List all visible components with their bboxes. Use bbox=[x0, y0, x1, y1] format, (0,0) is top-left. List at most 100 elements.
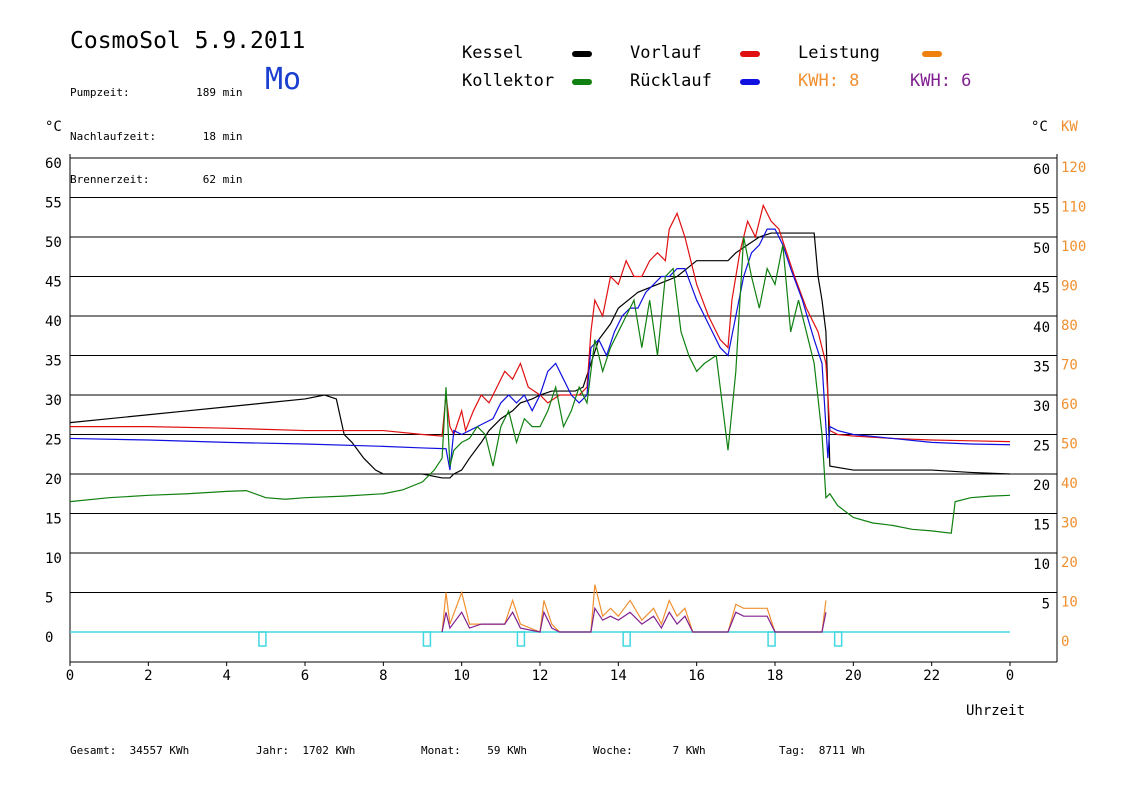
footer-gesamt: Gesamt: 34557 KWh bbox=[70, 744, 189, 757]
stat-nachlaufzeit: Nachlaufzeit: 18 min bbox=[70, 130, 243, 145]
y-tick-label-power: 60 bbox=[1061, 397, 1078, 413]
footer-gesamt-label: Gesamt: bbox=[70, 744, 117, 757]
legend-kollektor-label: Kollektor bbox=[462, 71, 555, 91]
footer-woche-label: Woche: bbox=[593, 744, 633, 757]
y-tick-label-left: 25 bbox=[45, 433, 62, 449]
footer-woche: Woche: 7 KWh bbox=[593, 744, 706, 757]
pump-marker bbox=[422, 631, 432, 647]
y-tick-label-right: 10 bbox=[1033, 557, 1050, 573]
legend-leistung-label: Leistung bbox=[798, 43, 880, 63]
x-tick-label: 0 bbox=[66, 668, 74, 684]
y-tick-label-left: 0 bbox=[45, 630, 53, 646]
legend-kollektor-swatch bbox=[572, 79, 592, 85]
legend-vorlauf-swatch bbox=[740, 51, 760, 57]
stat-label: Brennerzeit: bbox=[70, 173, 150, 186]
stat-label: Pumpzeit: bbox=[70, 86, 130, 99]
legend-kessel-label: Kessel bbox=[462, 43, 524, 63]
y-tick-label-left: 35 bbox=[45, 354, 62, 370]
y-tick-label-power: 90 bbox=[1061, 279, 1078, 295]
y-tick-label-power: 10 bbox=[1061, 595, 1078, 611]
x-tick-label: 16 bbox=[688, 668, 705, 684]
y-tick-label-right: 45 bbox=[1033, 281, 1050, 297]
legend-ruecklauf-swatch bbox=[740, 79, 760, 85]
legend-vorlauf-label: Vorlauf bbox=[630, 43, 702, 63]
y-tick-label-right: 60 bbox=[1033, 162, 1050, 178]
footer-jahr: Jahr: 1702 KWh bbox=[256, 744, 355, 757]
pump-marker bbox=[767, 631, 776, 647]
y-tick-label-right: 35 bbox=[1033, 360, 1050, 376]
stat-value: 189 bbox=[196, 86, 216, 99]
footer-tag-value: 8711 Wh bbox=[818, 744, 866, 757]
x-tick-label: 2 bbox=[144, 668, 152, 684]
footer-woche-value: 7 KWh bbox=[672, 744, 706, 757]
stat-brennerzeit: Brennerzeit: 62 min bbox=[70, 173, 243, 188]
footer-jahr-label: Jahr: bbox=[256, 744, 290, 757]
y-tick-label-power: 100 bbox=[1061, 239, 1086, 255]
power-series-line bbox=[441, 584, 827, 633]
stat-value: 18 bbox=[202, 129, 216, 143]
stat-label: Nachlaufzeit: bbox=[70, 129, 157, 143]
y-tick-label-left: 45 bbox=[45, 275, 62, 291]
y-tick-label-power: 0 bbox=[1061, 634, 1069, 650]
stat-unit: min bbox=[222, 173, 243, 186]
y-tick-label-right: 5 bbox=[1042, 597, 1050, 613]
legend-leistung-swatch bbox=[922, 51, 942, 57]
y-tick-label-left: 20 bbox=[45, 472, 62, 488]
x-tick-label: 8 bbox=[379, 668, 387, 684]
x-tick-label: 0 bbox=[1006, 668, 1014, 684]
y-tick-label-right: 40 bbox=[1033, 320, 1050, 336]
y-tick-label-right: 50 bbox=[1033, 241, 1050, 257]
x-tick-label: 22 bbox=[923, 668, 940, 684]
y-tick-label-power: 110 bbox=[1061, 200, 1086, 216]
y-tick-label-left: 60 bbox=[45, 156, 62, 172]
y-tick-label-right: 55 bbox=[1033, 202, 1050, 218]
weekday-label: Mo bbox=[265, 62, 302, 97]
y-tick-label-right: 15 bbox=[1033, 518, 1050, 534]
footer-monat: Monat: 59 KWh bbox=[421, 744, 527, 757]
y-tick-label-right: 25 bbox=[1033, 439, 1050, 455]
chart-title: CosmoSol 5.9.2011 bbox=[70, 28, 306, 54]
pump-marker bbox=[258, 631, 267, 647]
y-tick-label-power: 80 bbox=[1061, 318, 1078, 334]
y-tick-label-power: 120 bbox=[1061, 160, 1086, 176]
legend-ruecklauf-label: Rücklauf bbox=[630, 71, 712, 91]
footer-gesamt-value: 34557 KWh bbox=[129, 744, 190, 757]
footer-tag: Tag: 8711 Wh bbox=[779, 744, 865, 757]
y-tick-label-right: 30 bbox=[1033, 399, 1050, 415]
y-tick-label-power: 20 bbox=[1061, 555, 1078, 571]
y-tick-label-left: 10 bbox=[45, 551, 62, 567]
y-axis-label-left: °C bbox=[45, 119, 62, 135]
x-tick-label: 14 bbox=[610, 668, 627, 684]
series-line-kollektor bbox=[69, 236, 1011, 534]
x-tick-label: 6 bbox=[301, 668, 309, 684]
series-line-vorlauf bbox=[70, 203, 1011, 443]
stat-unit: min bbox=[222, 129, 243, 143]
footer-monat-value: 59 KWh bbox=[487, 744, 527, 757]
y-tick-label-power: 40 bbox=[1061, 476, 1078, 492]
footer-tag-label: Tag: bbox=[779, 744, 806, 757]
pump-marker bbox=[833, 631, 843, 647]
y-tick-label-left: 40 bbox=[45, 314, 62, 330]
y-tick-label-power: 70 bbox=[1061, 358, 1078, 374]
legend-kessel-swatch bbox=[572, 51, 592, 57]
x-tick-label: 10 bbox=[453, 668, 470, 684]
stat-pumpzeit: Pumpzeit: 189 min bbox=[70, 86, 243, 101]
stat-value: 62 bbox=[202, 173, 216, 186]
x-tick-label: 12 bbox=[532, 668, 549, 684]
footer-jahr-value: 1702 KWh bbox=[302, 744, 356, 757]
x-tick-label: 4 bbox=[222, 668, 230, 684]
y-axis-label-power: KW bbox=[1061, 119, 1078, 135]
stat-unit: min bbox=[222, 86, 243, 99]
footer-monat-label: Monat: bbox=[421, 744, 461, 757]
legend-kwh1: KWH: 8 bbox=[798, 71, 860, 91]
y-tick-label-left: 50 bbox=[45, 235, 62, 251]
series-line-rücklauf bbox=[69, 228, 1011, 471]
y-tick-label-power: 30 bbox=[1061, 516, 1078, 532]
y-tick-label-left: 15 bbox=[45, 512, 62, 528]
x-axis-label: Uhrzeit bbox=[966, 703, 1025, 719]
pump-marker bbox=[516, 631, 526, 647]
x-tick-label: 20 bbox=[845, 668, 862, 684]
y-tick-label-left: 55 bbox=[45, 196, 62, 212]
x-tick-label: 18 bbox=[767, 668, 784, 684]
